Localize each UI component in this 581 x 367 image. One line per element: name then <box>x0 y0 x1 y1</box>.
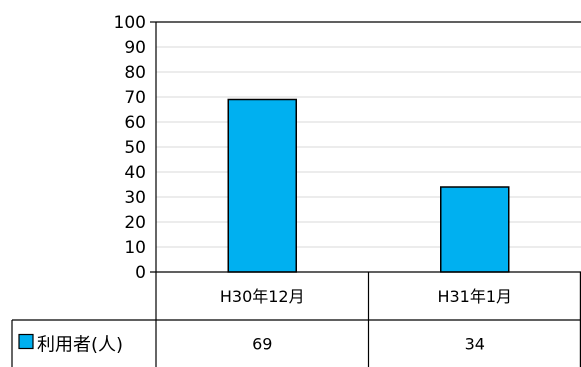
bars <box>227 98 510 273</box>
y-tick-label-0: 0 <box>135 263 146 283</box>
bar-1 <box>227 98 297 273</box>
category-label-2: H31年1月 <box>437 287 512 306</box>
legend-label: 利用者(人) <box>37 335 123 356</box>
category-label-1: H30年12月 <box>220 287 305 306</box>
bar-2 <box>440 186 510 273</box>
data-table: H30年12月 H31年1月 69 34 利用者(人) <box>11 272 581 367</box>
y-tick-label-70: 70 <box>124 88 146 108</box>
data-label-1: 69 <box>252 335 272 354</box>
y-axis-ticks: 0 10 20 30 40 50 60 70 80 90 100 <box>114 13 146 283</box>
data-label-2: 34 <box>465 335 485 354</box>
y-tick-label-90: 90 <box>124 38 146 58</box>
y-tick-label-80: 80 <box>124 63 146 83</box>
axes <box>150 21 581 273</box>
y-tick-label-40: 40 <box>124 163 146 183</box>
y-tick-label-10: 10 <box>124 238 146 258</box>
y-tick-label-60: 60 <box>124 113 146 133</box>
gridlines <box>156 21 581 248</box>
y-tick-label-30: 30 <box>124 188 146 208</box>
y-tick-label-50: 50 <box>124 138 146 158</box>
legend-swatch <box>18 333 34 350</box>
y-tick-label-100: 100 <box>114 13 146 33</box>
y-tick-label-20: 20 <box>124 213 146 233</box>
